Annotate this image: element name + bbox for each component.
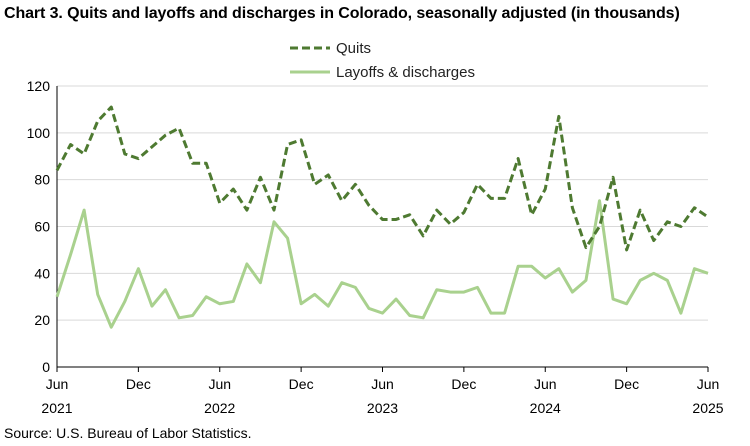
- x-tick-label: Dec: [126, 376, 151, 392]
- y-tick-label: 20: [34, 312, 50, 328]
- grid-lines: [57, 85, 708, 321]
- x-tick-label: Jun: [697, 376, 720, 392]
- x-tick-label: Dec: [289, 376, 314, 392]
- y-tick-label: 100: [27, 125, 51, 141]
- series-line-quits: [55, 105, 709, 252]
- chart-title: Chart 3. Quits and layoffs and discharge…: [4, 5, 680, 22]
- source-note: Source: U.S. Bureau of Labor Statistics.: [4, 425, 252, 441]
- y-tick-label: 0: [42, 359, 50, 375]
- legend: Quits Layoffs & discharges: [290, 40, 475, 81]
- x-tick-label: Dec: [614, 376, 639, 392]
- y-tick-label: 40: [34, 265, 50, 281]
- y-tick-label: 120: [27, 78, 51, 94]
- x-tick-label: Jun: [208, 376, 231, 392]
- x-tick-label: Jun: [371, 376, 394, 392]
- x-tick-label: Jun: [46, 376, 69, 392]
- x-tick-label: Dec: [451, 376, 476, 392]
- axes: 0 20 40 60 80 100 120 Jun 2021 Dec Jun 2022 Dec Jun 20…: [27, 78, 724, 416]
- x-tick-year-label: 2023: [367, 400, 398, 416]
- x-tick-label: Jun: [534, 376, 557, 392]
- series-line-layoffs-discharges: [55, 199, 709, 329]
- x-tick-year-label: 2022: [204, 400, 235, 416]
- legend-label: Layoffs & discharges: [336, 64, 475, 81]
- y-tick-label: 80: [34, 172, 50, 188]
- legend-label: Quits: [336, 40, 371, 57]
- x-tick-year-label: 2024: [530, 400, 561, 416]
- series-lines: [55, 105, 709, 329]
- line-chart: 0 20 40 60 80 100 120 Jun 2021 Dec Jun 2022 Dec Jun 20…: [27, 40, 724, 416]
- x-tick-year-label: 2025: [692, 400, 723, 416]
- x-tick-year-label: 2021: [41, 400, 72, 416]
- y-tick-label: 60: [34, 219, 50, 235]
